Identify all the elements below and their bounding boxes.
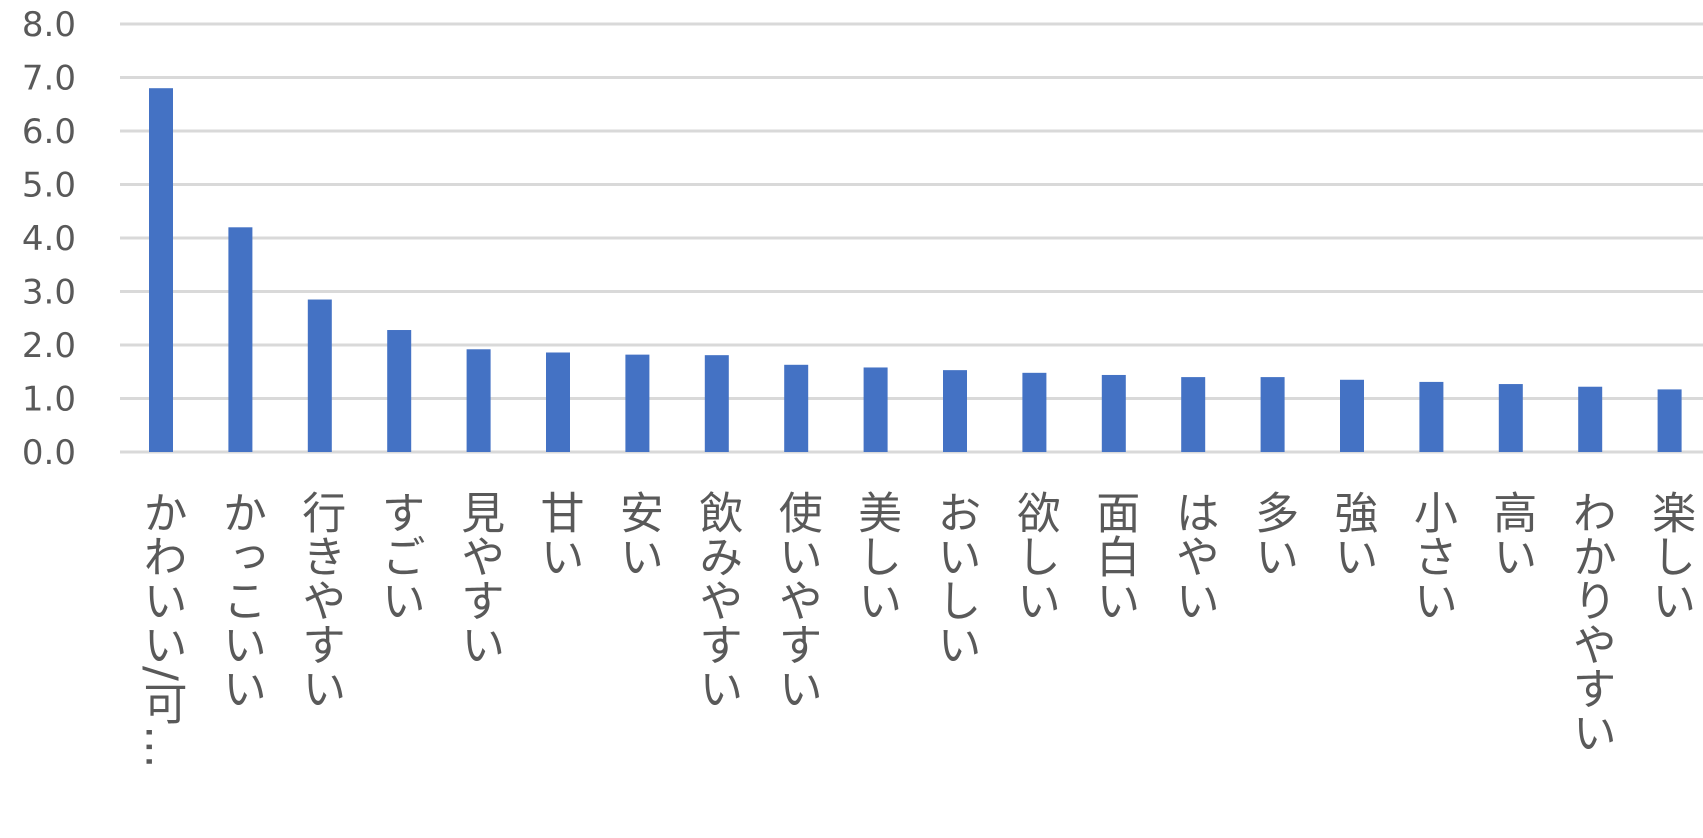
bar <box>1578 386 1603 452</box>
x-category-label: かっこいい <box>215 490 266 710</box>
x-category-label: 多い <box>1247 490 1298 578</box>
bar <box>307 299 332 452</box>
x-category-label: 小さい <box>1406 490 1457 622</box>
x-category-label: 強い <box>1327 490 1378 578</box>
bar <box>228 227 253 452</box>
x-category-label: 行きやすい <box>294 490 345 710</box>
y-tick-label: 0.0 <box>22 433 76 473</box>
bar <box>1419 381 1444 452</box>
bars <box>149 88 1682 452</box>
x-category-label: かわいい/可… <box>136 490 187 769</box>
bar <box>466 349 491 452</box>
x-category-label: 美しい <box>850 490 901 622</box>
bar <box>1260 377 1285 452</box>
x-category-label: 楽しい <box>1644 490 1695 622</box>
x-category-label: 飲みやすい <box>691 490 742 710</box>
y-tick-label: 3.0 <box>22 273 76 313</box>
x-category-label: はやい <box>1168 490 1219 622</box>
x-category-label: 見やすい <box>453 490 504 666</box>
bar <box>704 355 729 452</box>
bar <box>943 370 967 452</box>
x-axis-category-labels: かわいい/可… かっこいい 行きやすい すごい 見やすい 甘い 安い 飲みやすい 使いやすい 美し… <box>136 490 1696 769</box>
x-category-label: 安い <box>612 490 663 578</box>
y-tick-label: 8.0 <box>22 5 76 45</box>
bar <box>784 364 809 452</box>
bar <box>546 352 570 452</box>
bar <box>863 367 888 452</box>
y-tick-label: 6.0 <box>22 112 76 152</box>
x-category-label: 甘い <box>533 490 584 578</box>
bar <box>1101 374 1126 452</box>
bar <box>1340 379 1364 452</box>
bar <box>625 354 650 452</box>
x-category-label: すごい <box>374 490 425 622</box>
y-tick-label: 5.0 <box>22 166 76 206</box>
x-category-label: おいしい <box>930 490 981 666</box>
bar <box>149 88 173 452</box>
x-category-label: 使いやすい <box>771 490 823 710</box>
bar <box>1181 377 1206 452</box>
x-category-label: 高い <box>1485 490 1536 578</box>
y-axis-tick-labels: 0.0 1.0 2.0 3.0 4.0 5.0 6.0 7.0 8.0 <box>22 5 76 473</box>
y-tick-label: 2.0 <box>22 326 76 366</box>
y-tick-label: 7.0 <box>22 59 76 99</box>
x-category-label: わかりやすい <box>1565 490 1616 754</box>
x-category-label: 面白い <box>1088 490 1139 622</box>
bar <box>1022 372 1047 452</box>
gridlines <box>120 22 1703 454</box>
x-category-label: 欲しい <box>1009 490 1060 622</box>
bar <box>1498 384 1523 452</box>
bar <box>1657 389 1682 452</box>
bar <box>387 330 412 452</box>
y-tick-label: 4.0 <box>22 219 76 259</box>
y-tick-label: 1.0 <box>22 380 76 420</box>
